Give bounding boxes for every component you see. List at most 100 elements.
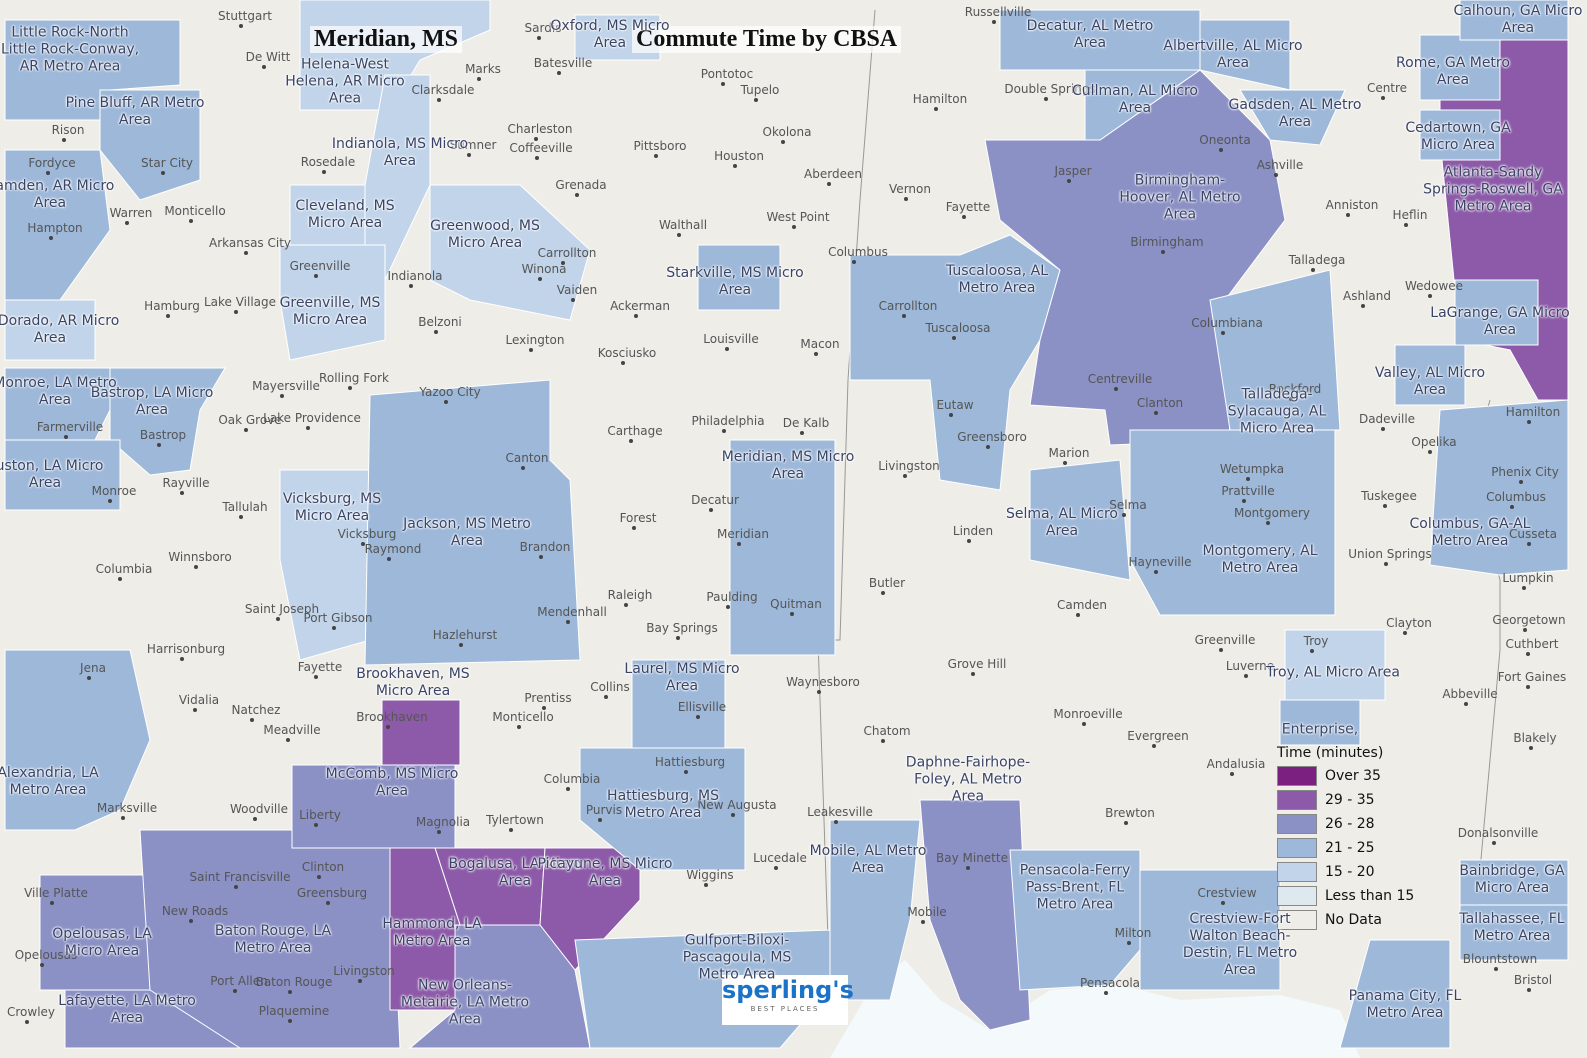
- city-dot: [194, 565, 198, 569]
- legend-label: Over 35: [1325, 768, 1381, 784]
- city-label: Brandon: [519, 540, 571, 554]
- legend-item: 15 - 20: [1277, 860, 1414, 884]
- city-label: Hayneville: [1128, 555, 1192, 569]
- cbsa-area: [1279, 699, 1361, 746]
- city-label: Milton: [1114, 926, 1152, 940]
- city-dot: [1067, 179, 1071, 183]
- legend-label: 15 - 20: [1325, 864, 1375, 880]
- cbsa-label: Helena-West Helena, AR Micro Area: [285, 56, 405, 107]
- cbsa-area: [4, 649, 151, 831]
- cbsa-area: [1339, 939, 1451, 1049]
- cbsa-label: Baton Rouge, LA Metro Area: [214, 923, 332, 956]
- city-label: Canton: [505, 451, 549, 465]
- city-dot: [459, 643, 463, 647]
- city-dot: [800, 431, 804, 435]
- city-label: Jasper: [1054, 164, 1092, 178]
- city-dot: [604, 695, 608, 699]
- cbsa-label: Starkville, MS Micro Area: [666, 265, 804, 298]
- city-dot: [286, 738, 290, 742]
- city-dot: [722, 429, 726, 433]
- city-label: Meridian: [717, 527, 769, 541]
- city-label: Butler: [868, 576, 906, 590]
- city-label: Centre: [1366, 81, 1408, 95]
- city-label: Clarksdale: [411, 83, 475, 97]
- city-dot: [1246, 477, 1250, 481]
- city-dot: [1494, 967, 1498, 971]
- city-dot: [1114, 387, 1118, 391]
- cbsa-area: [1029, 459, 1131, 581]
- legend-label: 26 - 28: [1325, 816, 1375, 832]
- city-dot: [1310, 649, 1314, 653]
- city-label: Fordyce: [28, 156, 76, 170]
- cbsa-label: Little Rock-North Little Rock-Conway, AR…: [0, 24, 140, 75]
- city-label: Linden: [952, 524, 994, 538]
- cbsa-label: Panama City, FL Metro Area: [1348, 988, 1462, 1021]
- city-label: Eutaw: [936, 398, 974, 412]
- cbsa-area: [1239, 89, 1346, 146]
- cbsa-area: [1429, 399, 1569, 576]
- cbsa-area: [4, 149, 111, 301]
- city-label: Vaiden: [556, 283, 598, 297]
- city-label: Blakely: [1513, 731, 1557, 745]
- city-label: Columbiana: [1191, 316, 1263, 330]
- city-dot: [1242, 499, 1246, 503]
- city-dot: [244, 251, 248, 255]
- city-dot: [774, 866, 778, 870]
- city-label: Fayette: [945, 200, 991, 214]
- city-label: Centreville: [1087, 372, 1153, 386]
- cbsa-label: Picayune, MS Micro Area: [537, 856, 673, 889]
- city-dot: [904, 197, 908, 201]
- city-dot: [1346, 213, 1350, 217]
- city-dot: [733, 164, 737, 168]
- city-dot: [361, 542, 365, 546]
- city-label: Marion: [1048, 446, 1090, 460]
- cbsa-label: Ruston, LA Micro Area: [0, 458, 104, 491]
- city-label: Quitman: [770, 597, 822, 611]
- city-label: Wedowee: [1404, 279, 1464, 293]
- city-dot: [477, 77, 481, 81]
- city-dot: [921, 920, 925, 924]
- city-label: Phenix City: [1491, 465, 1559, 479]
- city-dot: [881, 739, 885, 743]
- city-label: New Roads: [161, 904, 229, 918]
- city-label: Sardis: [524, 21, 562, 35]
- cbsa-label: Meridian, MS Micro Area: [721, 449, 855, 482]
- city-dot: [684, 770, 688, 774]
- city-label: Charleston: [507, 122, 573, 136]
- cbsa-area: [429, 184, 591, 321]
- legend-swatch: [1277, 886, 1317, 906]
- city-dot: [834, 820, 838, 824]
- legend-title: Time (minutes): [1277, 745, 1384, 761]
- city-dot: [62, 138, 66, 142]
- city-label: Luverne: [1225, 659, 1275, 673]
- city-label: Rockford: [1268, 382, 1322, 396]
- city-label: Clinton: [301, 860, 345, 874]
- city-dot: [409, 284, 413, 288]
- city-label: Greenville: [1194, 633, 1256, 647]
- cbsa-label: Greenville, MS Micro Area: [279, 295, 381, 328]
- cbsa-area: [99, 89, 201, 201]
- city-dot: [903, 474, 907, 478]
- city-dot: [288, 1019, 292, 1023]
- city-label: Coffeeville: [509, 141, 573, 155]
- city-dot: [676, 636, 680, 640]
- city-dot: [814, 352, 818, 356]
- city-label: Tallulah: [222, 500, 268, 514]
- city-dot: [193, 708, 197, 712]
- city-label: Prattville: [1221, 484, 1275, 498]
- cbsa-label: Albertville, AL Micro Area: [1163, 38, 1303, 71]
- city-label: Grove Hill: [947, 657, 1007, 671]
- city-label: Indianola: [387, 269, 443, 283]
- city-dot: [534, 137, 538, 141]
- cbsa-label: Daphne-Fairhope-Foley, AL Metro Area: [905, 754, 1031, 805]
- cbsa-label: Greenwood, MS Micro Area: [430, 218, 540, 251]
- city-dot: [244, 428, 248, 432]
- cbsa-label: Monroe, LA Metro Area: [0, 375, 117, 408]
- city-label: Jena: [80, 661, 106, 675]
- city-label: Carrollton: [878, 299, 938, 313]
- cbsa-area: [999, 9, 1201, 71]
- cbsa-area: [1129, 429, 1336, 616]
- city-dot: [1527, 542, 1531, 546]
- city-dot: [1082, 722, 1086, 726]
- city-label: Hamilton: [1505, 405, 1561, 419]
